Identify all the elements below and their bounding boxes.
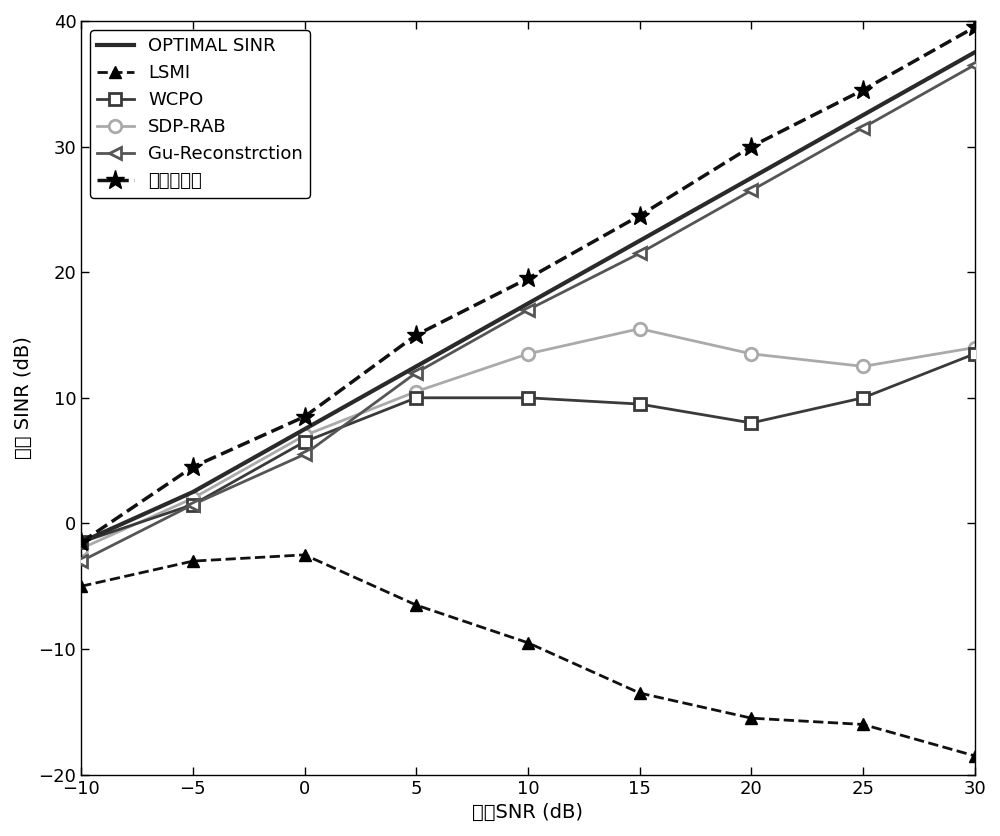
WCPO <box>969 349 981 359</box>
SDP-RAB <box>857 361 869 371</box>
Line: SDP-RAB: SDP-RAB <box>75 323 981 555</box>
WCPO <box>745 418 757 428</box>
本发明方法 <box>857 85 869 95</box>
本发明方法 <box>634 211 646 221</box>
SDP-RAB <box>410 386 422 396</box>
本发明方法 <box>745 141 757 151</box>
Gu-Reconstrction <box>857 123 869 133</box>
SDP-RAB <box>634 324 646 334</box>
OPTIMAL SINR <box>299 424 311 434</box>
LSMI <box>634 688 646 698</box>
SDP-RAB <box>187 493 199 503</box>
SDP-RAB <box>969 343 981 353</box>
X-axis label: 输入SNR (dB): 输入SNR (dB) <box>472 803 583 822</box>
本发明方法 <box>969 23 981 33</box>
Gu-Reconstrction <box>745 186 757 196</box>
Y-axis label: 输出 SINR (dB): 输出 SINR (dB) <box>14 336 33 459</box>
LSMI <box>187 556 199 566</box>
OPTIMAL SINR <box>634 236 646 246</box>
WCPO <box>522 393 534 403</box>
SDP-RAB <box>745 349 757 359</box>
SDP-RAB <box>522 349 534 359</box>
LSMI <box>522 638 534 648</box>
OPTIMAL SINR <box>75 538 87 548</box>
Gu-Reconstrction <box>187 500 199 510</box>
本发明方法 <box>187 461 199 472</box>
LSMI <box>299 550 311 560</box>
OPTIMAL SINR <box>745 173 757 183</box>
LSMI <box>75 581 87 591</box>
Gu-Reconstrction <box>299 449 311 459</box>
OPTIMAL SINR <box>410 361 422 371</box>
Line: WCPO: WCPO <box>75 348 981 548</box>
LSMI <box>410 600 422 610</box>
Line: 本发明方法: 本发明方法 <box>71 18 984 552</box>
Gu-Reconstrction <box>75 556 87 566</box>
Legend: OPTIMAL SINR, LSMI, WCPO, SDP-RAB, Gu-Reconstrction, 本发明方法: OPTIMAL SINR, LSMI, WCPO, SDP-RAB, Gu-Re… <box>90 30 310 197</box>
OPTIMAL SINR <box>969 48 981 58</box>
WCPO <box>634 399 646 409</box>
本发明方法 <box>299 411 311 421</box>
OPTIMAL SINR <box>187 487 199 497</box>
WCPO <box>187 500 199 510</box>
LSMI <box>745 713 757 723</box>
Line: Gu-Reconstrction: Gu-Reconstrction <box>75 59 981 568</box>
WCPO <box>299 436 311 446</box>
OPTIMAL SINR <box>857 110 869 120</box>
WCPO <box>410 393 422 403</box>
本发明方法 <box>75 538 87 548</box>
本发明方法 <box>410 330 422 340</box>
LSMI <box>969 751 981 761</box>
Gu-Reconstrction <box>969 60 981 70</box>
Gu-Reconstrction <box>634 248 646 258</box>
LSMI <box>857 720 869 730</box>
SDP-RAB <box>299 431 311 441</box>
Line: LSMI: LSMI <box>75 548 981 762</box>
OPTIMAL SINR <box>522 298 534 308</box>
Line: OPTIMAL SINR: OPTIMAL SINR <box>81 53 975 543</box>
WCPO <box>857 393 869 403</box>
Gu-Reconstrction <box>522 305 534 315</box>
Gu-Reconstrction <box>410 368 422 378</box>
WCPO <box>75 538 87 548</box>
SDP-RAB <box>75 543 87 553</box>
本发明方法 <box>522 273 534 283</box>
